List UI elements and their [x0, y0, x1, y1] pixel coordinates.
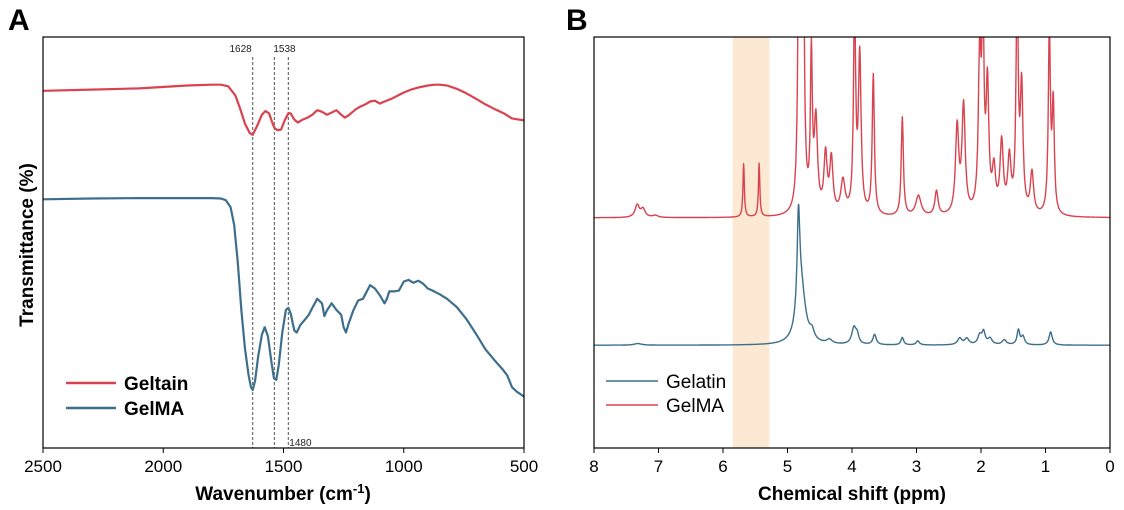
- legend-label-geltain: Geltain: [124, 374, 188, 395]
- x-tick-label-a: 2000: [144, 457, 182, 476]
- x-tick-label-b: 0: [1105, 457, 1114, 476]
- x-tick-label-b: 5: [783, 457, 792, 476]
- marker-label-1628: 1628: [229, 44, 252, 55]
- legend-label-gelatin: Gelatin: [666, 372, 726, 393]
- x-tick-label-b: 8: [589, 457, 598, 476]
- x-axis-title-b: Chemical shift (ppm): [758, 484, 946, 505]
- x-tick-label-b: 2: [976, 457, 985, 476]
- x-tick-label-a: 1000: [385, 457, 423, 476]
- panel-label-a: A: [8, 4, 30, 37]
- marker-label-1480: 1480: [289, 438, 312, 449]
- plot-frame-a: [42, 36, 525, 449]
- x-tick-label-b: 1: [1041, 457, 1050, 476]
- x-tick-label-b: 7: [654, 457, 663, 476]
- x-tick-label-b: 6: [718, 457, 727, 476]
- x-ticks-a: 2500 2000 1500 1000 500: [24, 448, 538, 476]
- legend-label-gelma-a: GelMA: [124, 399, 184, 420]
- series-line-geltain-a: [43, 83, 524, 136]
- x-tick-label-b: 4: [847, 457, 856, 476]
- x-tick-label-b: 3: [912, 457, 921, 476]
- legend-label-gelma-b: GelMA: [666, 396, 724, 417]
- y-axis-title-a: Transmittance (%): [17, 163, 38, 327]
- chart-panel-b: B 8 7 6 5 4 3 2 1 0 Chemical shift (ppm) Gelatin…: [566, 4, 1115, 505]
- panel-label-b: B: [566, 4, 588, 37]
- highlight-band: [732, 37, 770, 448]
- marker-lines-a: 1628 1538 1480: [229, 44, 312, 449]
- marker-label-1538: 1538: [273, 44, 296, 55]
- chart-panel-a: A 1628 1538 1480 2500 2000 1500 1000 500 Waven…: [8, 4, 538, 505]
- legend-a: Geltain GelMA: [66, 374, 188, 420]
- x-tick-label-a: 1500: [265, 457, 303, 476]
- x-ticks-b: 8 7 6 5 4 3 2 1 0: [589, 448, 1115, 476]
- series-line-gelma-b: [594, 37, 1110, 219]
- series-group-b: [594, 37, 1110, 346]
- series-line-gelma-a: [43, 197, 524, 398]
- x-tick-label-a: 2500: [24, 457, 62, 476]
- legend-b: Gelatin GelMA: [606, 372, 726, 417]
- x-axis-title-a: Wavenumber (cm-1): [195, 481, 371, 505]
- series-line-gelatin-b: [594, 203, 1110, 346]
- series-group-a: [43, 83, 524, 398]
- x-tick-label-a: 500: [510, 457, 538, 476]
